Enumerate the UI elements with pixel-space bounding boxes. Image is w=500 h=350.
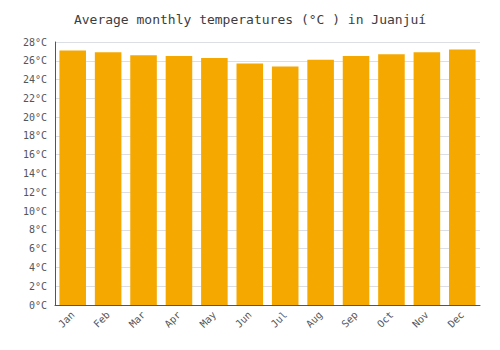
svg-text:26°C: 26°C [23,55,47,66]
svg-text:4°C: 4°C [29,262,47,273]
svg-text:6°C: 6°C [29,243,47,254]
svg-text:Oct: Oct [375,309,396,330]
svg-text:Sep: Sep [339,309,360,330]
svg-text:20°C: 20°C [23,112,47,123]
svg-text:Jan: Jan [56,309,77,330]
svg-text:8°C: 8°C [29,224,47,235]
svg-text:May: May [198,309,219,330]
svg-text:14°C: 14°C [23,168,47,179]
svg-text:22°C: 22°C [23,93,47,104]
svg-text:10°C: 10°C [23,206,47,217]
svg-text:Mar: Mar [127,309,148,330]
svg-text:28°C: 28°C [23,37,47,48]
svg-text:Average monthly temperatures (: Average monthly temperatures (°C ) in Ju… [74,12,426,27]
svg-text:18°C: 18°C [23,130,47,141]
svg-text:2°C: 2°C [29,281,47,292]
svg-text:0°C: 0°C [29,300,47,311]
svg-text:24°C: 24°C [23,74,47,85]
svg-text:Nov: Nov [410,309,431,330]
svg-text:Apr: Apr [162,309,183,330]
svg-text:Jun: Jun [233,309,254,330]
svg-text:12°C: 12°C [23,187,47,198]
svg-text:Feb: Feb [91,309,112,330]
svg-text:Dec: Dec [446,309,467,330]
svg-text:Aug: Aug [304,309,325,330]
svg-text:Jul: Jul [269,309,290,330]
svg-text:16°C: 16°C [23,149,47,160]
